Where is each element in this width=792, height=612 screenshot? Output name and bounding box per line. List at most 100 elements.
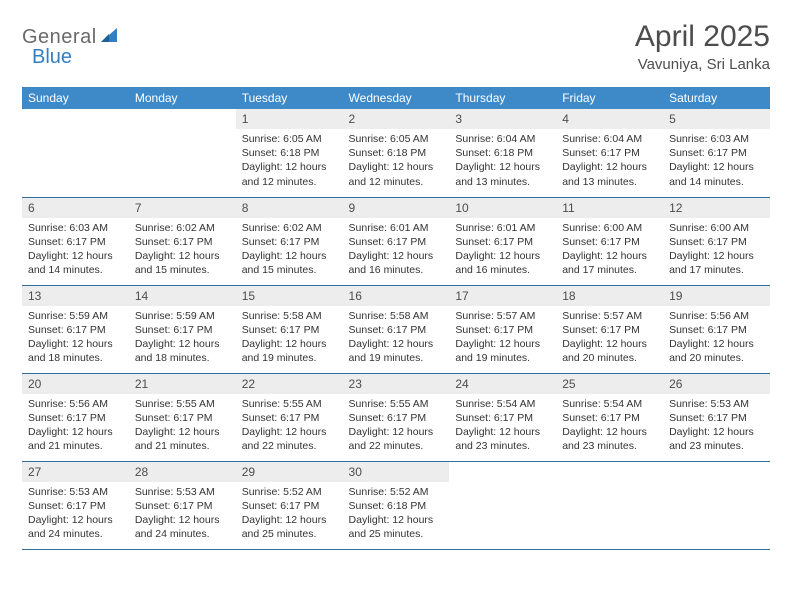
day-body: Sunrise: 5:59 AMSunset: 6:17 PMDaylight:… [129,306,236,372]
day-cell: 20Sunrise: 5:56 AMSunset: 6:17 PMDayligh… [22,373,129,461]
sunset-text: Sunset: 6:17 PM [28,235,123,249]
sunset-text: Sunset: 6:17 PM [242,323,337,337]
sunset-text: Sunset: 6:17 PM [562,146,657,160]
page-title: April 2025 [635,20,770,54]
sunrise-text: Sunrise: 5:58 AM [242,309,337,323]
day-body: Sunrise: 5:58 AMSunset: 6:17 PMDaylight:… [236,306,343,372]
day-number [556,462,663,482]
day-body: Sunrise: 6:00 AMSunset: 6:17 PMDaylight:… [663,218,770,284]
day-body: Sunrise: 5:54 AMSunset: 6:17 PMDaylight:… [449,394,556,460]
weekday-header: Wednesday [343,87,450,109]
daylight-text: Daylight: 12 hours and 19 minutes. [349,337,444,365]
day-number: 22 [236,374,343,394]
day-body: Sunrise: 5:53 AMSunset: 6:17 PMDaylight:… [22,482,129,548]
day-body: Sunrise: 5:52 AMSunset: 6:18 PMDaylight:… [343,482,450,548]
day-cell: 12Sunrise: 6:00 AMSunset: 6:17 PMDayligh… [663,197,770,285]
daylight-text: Daylight: 12 hours and 23 minutes. [455,425,550,453]
day-cell: 22Sunrise: 5:55 AMSunset: 6:17 PMDayligh… [236,373,343,461]
daylight-text: Daylight: 12 hours and 22 minutes. [349,425,444,453]
day-cell: 16Sunrise: 5:58 AMSunset: 6:17 PMDayligh… [343,285,450,373]
day-cell: 13Sunrise: 5:59 AMSunset: 6:17 PMDayligh… [22,285,129,373]
week-row: 6Sunrise: 6:03 AMSunset: 6:17 PMDaylight… [22,197,770,285]
calendar-table: Sunday Monday Tuesday Wednesday Thursday… [22,87,770,550]
day-body: Sunrise: 5:57 AMSunset: 6:17 PMDaylight:… [556,306,663,372]
day-cell: 11Sunrise: 6:00 AMSunset: 6:17 PMDayligh… [556,197,663,285]
day-cell: 9Sunrise: 6:01 AMSunset: 6:17 PMDaylight… [343,197,450,285]
day-body: Sunrise: 6:04 AMSunset: 6:18 PMDaylight:… [449,129,556,195]
daylight-text: Daylight: 12 hours and 16 minutes. [455,249,550,277]
day-body: Sunrise: 5:57 AMSunset: 6:17 PMDaylight:… [449,306,556,372]
day-cell: 25Sunrise: 5:54 AMSunset: 6:17 PMDayligh… [556,373,663,461]
daylight-text: Daylight: 12 hours and 24 minutes. [28,513,123,541]
sunrise-text: Sunrise: 6:02 AM [242,221,337,235]
daylight-text: Daylight: 12 hours and 20 minutes. [669,337,764,365]
sunrise-text: Sunrise: 5:52 AM [349,485,444,499]
day-body: Sunrise: 6:01 AMSunset: 6:17 PMDaylight:… [343,218,450,284]
day-number: 28 [129,462,236,482]
sunrise-text: Sunrise: 5:58 AM [349,309,444,323]
day-number: 4 [556,109,663,129]
day-number: 11 [556,198,663,218]
day-body: Sunrise: 5:58 AMSunset: 6:17 PMDaylight:… [343,306,450,372]
daylight-text: Daylight: 12 hours and 15 minutes. [242,249,337,277]
day-number: 6 [22,198,129,218]
sunset-text: Sunset: 6:17 PM [455,411,550,425]
daylight-text: Daylight: 12 hours and 13 minutes. [562,160,657,188]
day-body: Sunrise: 5:53 AMSunset: 6:17 PMDaylight:… [663,394,770,460]
day-cell: 1Sunrise: 6:05 AMSunset: 6:18 PMDaylight… [236,109,343,197]
sunset-text: Sunset: 6:17 PM [28,411,123,425]
day-number: 7 [129,198,236,218]
sunrise-text: Sunrise: 6:05 AM [242,132,337,146]
day-cell [22,109,129,197]
sunrise-text: Sunrise: 5:53 AM [135,485,230,499]
sunrise-text: Sunrise: 6:00 AM [669,221,764,235]
day-number: 9 [343,198,450,218]
day-number: 23 [343,374,450,394]
sunrise-text: Sunrise: 5:53 AM [28,485,123,499]
day-body: Sunrise: 5:55 AMSunset: 6:17 PMDaylight:… [343,394,450,460]
day-number: 18 [556,286,663,306]
day-cell: 10Sunrise: 6:01 AMSunset: 6:17 PMDayligh… [449,197,556,285]
sunrise-text: Sunrise: 5:55 AM [349,397,444,411]
calendar-body: 1Sunrise: 6:05 AMSunset: 6:18 PMDaylight… [22,109,770,549]
daylight-text: Daylight: 12 hours and 13 minutes. [455,160,550,188]
sunset-text: Sunset: 6:17 PM [669,146,764,160]
day-number: 10 [449,198,556,218]
day-cell [129,109,236,197]
day-number: 27 [22,462,129,482]
sunset-text: Sunset: 6:17 PM [242,235,337,249]
day-cell: 19Sunrise: 5:56 AMSunset: 6:17 PMDayligh… [663,285,770,373]
sunset-text: Sunset: 6:17 PM [242,411,337,425]
day-cell: 4Sunrise: 6:04 AMSunset: 6:17 PMDaylight… [556,109,663,197]
day-cell: 30Sunrise: 5:52 AMSunset: 6:18 PMDayligh… [343,461,450,549]
day-number: 17 [449,286,556,306]
day-cell: 3Sunrise: 6:04 AMSunset: 6:18 PMDaylight… [449,109,556,197]
day-cell [449,461,556,549]
sunrise-text: Sunrise: 6:01 AM [349,221,444,235]
sunrise-text: Sunrise: 5:52 AM [242,485,337,499]
sunrise-text: Sunrise: 5:59 AM [135,309,230,323]
day-body: Sunrise: 6:01 AMSunset: 6:17 PMDaylight:… [449,218,556,284]
day-body: Sunrise: 5:54 AMSunset: 6:17 PMDaylight:… [556,394,663,460]
day-body: Sunrise: 6:00 AMSunset: 6:17 PMDaylight:… [556,218,663,284]
sunrise-text: Sunrise: 6:04 AM [455,132,550,146]
daylight-text: Daylight: 12 hours and 14 minutes. [669,160,764,188]
sunrise-text: Sunrise: 6:05 AM [349,132,444,146]
day-cell: 2Sunrise: 6:05 AMSunset: 6:18 PMDaylight… [343,109,450,197]
day-body: Sunrise: 6:03 AMSunset: 6:17 PMDaylight:… [663,129,770,195]
day-body: Sunrise: 6:05 AMSunset: 6:18 PMDaylight:… [343,129,450,195]
day-body: Sunrise: 5:59 AMSunset: 6:17 PMDaylight:… [22,306,129,372]
daylight-text: Daylight: 12 hours and 21 minutes. [135,425,230,453]
day-number: 20 [22,374,129,394]
daylight-text: Daylight: 12 hours and 12 minutes. [349,160,444,188]
day-cell: 5Sunrise: 6:03 AMSunset: 6:17 PMDaylight… [663,109,770,197]
day-body: Sunrise: 6:02 AMSunset: 6:17 PMDaylight:… [236,218,343,284]
day-number: 2 [343,109,450,129]
day-body: Sunrise: 6:03 AMSunset: 6:17 PMDaylight:… [22,218,129,284]
sunrise-text: Sunrise: 6:01 AM [455,221,550,235]
weekday-header: Sunday [22,87,129,109]
sunset-text: Sunset: 6:17 PM [349,323,444,337]
day-number: 16 [343,286,450,306]
day-cell: 17Sunrise: 5:57 AMSunset: 6:17 PMDayligh… [449,285,556,373]
sunset-text: Sunset: 6:17 PM [562,235,657,249]
